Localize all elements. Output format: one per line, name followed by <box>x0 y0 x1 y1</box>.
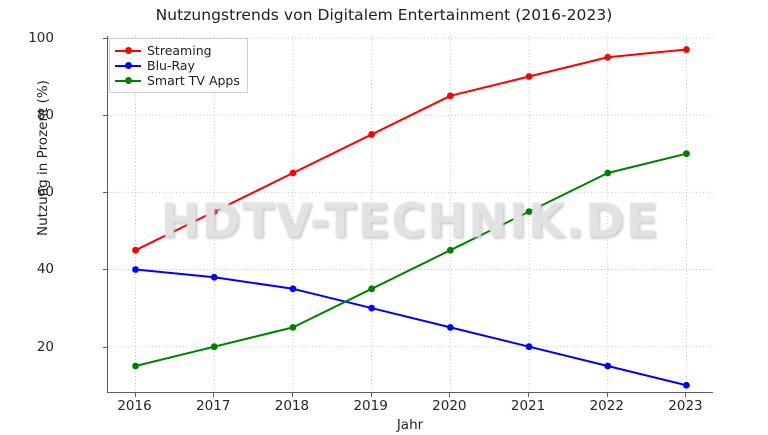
y-tick-mark <box>103 115 107 117</box>
data-point <box>683 381 690 389</box>
legend-item-label: Blu-Ray <box>147 58 195 73</box>
series-line <box>134 48 688 252</box>
data-point <box>525 73 533 80</box>
y-tick-label: 60 <box>36 184 54 201</box>
x-tick-mark <box>291 393 293 397</box>
data-point <box>525 208 533 216</box>
legend-item[interactable]: Streaming <box>115 43 240 58</box>
data-point <box>446 92 454 100</box>
data-point <box>604 362 612 370</box>
x-tick-label: 2016 <box>117 398 152 414</box>
x-tick-mark <box>370 393 372 397</box>
x-tick-mark <box>685 393 687 397</box>
legend-color-swatch <box>115 60 141 72</box>
data-point <box>132 246 139 254</box>
legend-item-label: Streaming <box>147 43 212 58</box>
plot-area <box>107 36 714 393</box>
x-tick-label: 2017 <box>196 398 231 414</box>
x-axis-label: Jahr <box>396 417 424 433</box>
data-point <box>683 150 690 158</box>
data-point <box>289 323 297 331</box>
x-tick-mark <box>449 393 451 397</box>
x-tick-label: 2022 <box>589 398 624 414</box>
data-point <box>210 343 218 351</box>
data-point <box>446 246 454 254</box>
data-point <box>289 169 297 177</box>
x-tick-label: 2020 <box>432 398 467 414</box>
data-point <box>604 53 612 61</box>
y-tick-mark <box>103 37 107 39</box>
y-tick-mark <box>103 269 107 271</box>
y-tick-label: 80 <box>36 107 54 124</box>
x-tick-mark <box>213 393 215 397</box>
data-point <box>368 304 376 312</box>
legend-item[interactable]: Blu-Ray <box>115 58 240 73</box>
data-point <box>289 285 297 293</box>
legend-item-label: Smart TV Apps <box>147 73 240 88</box>
y-tick-label: 20 <box>36 338 54 355</box>
y-tick-mark <box>103 192 107 194</box>
series-line <box>134 268 688 387</box>
data-point <box>368 285 376 293</box>
data-point <box>446 323 454 331</box>
data-point <box>132 362 139 370</box>
data-point <box>683 46 690 53</box>
x-tick-label: 2021 <box>510 398 546 414</box>
data-point <box>132 266 139 273</box>
legend-item[interactable]: Smart TV Apps <box>115 73 240 88</box>
x-tick-label: 2018 <box>274 398 310 414</box>
chart-legend: Streaming Blu-Ray Smart TV Apps <box>109 38 248 93</box>
y-tick-label: 40 <box>36 261 54 278</box>
y-tick-mark <box>103 346 107 348</box>
x-tick-label: 2019 <box>353 398 388 414</box>
legend-color-swatch <box>115 45 141 57</box>
x-tick-mark <box>134 393 136 397</box>
y-tick-label: 100 <box>28 29 54 46</box>
data-point <box>210 273 218 281</box>
legend-color-swatch <box>115 75 141 87</box>
data-point <box>210 208 218 216</box>
data-point <box>604 169 612 177</box>
data-series-lines <box>132 46 690 389</box>
data-point <box>368 131 376 138</box>
data-point <box>525 343 533 351</box>
x-tick-mark <box>606 393 608 397</box>
chart-title: Nutzungstrends von Digitalem Entertainme… <box>155 6 613 24</box>
x-tick-label: 2023 <box>668 398 703 414</box>
y-axis-label: Nutzung in Prozent (%) <box>35 80 51 236</box>
x-tick-mark <box>528 393 530 397</box>
series-line <box>134 152 688 367</box>
